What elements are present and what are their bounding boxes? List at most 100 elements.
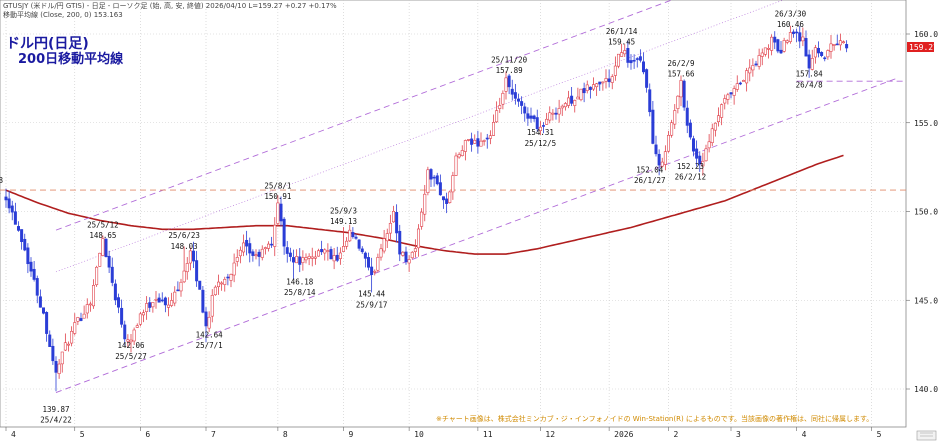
candle <box>651 100 655 145</box>
candle <box>788 25 792 44</box>
candle <box>726 92 730 105</box>
candle <box>123 320 127 346</box>
chart-title-line-2: 200日移動平均線 <box>18 51 124 67</box>
x-tick-label: 9 <box>349 430 354 439</box>
candle <box>566 90 570 109</box>
price-annotation: 25/11/20 <box>491 55 528 64</box>
x-tick-label: 2026 <box>614 430 633 439</box>
price-annotation: 25/8/14 <box>284 288 316 297</box>
candle <box>485 133 489 149</box>
candle <box>388 214 392 240</box>
candle <box>723 94 727 110</box>
candle <box>29 257 33 277</box>
price-annotation: 148.65 <box>89 231 116 240</box>
candle <box>98 252 102 267</box>
candle <box>195 250 199 287</box>
candle <box>382 229 386 254</box>
candle <box>117 293 121 314</box>
candle <box>332 247 336 270</box>
candle <box>663 145 667 171</box>
candle <box>223 276 227 292</box>
candle <box>595 82 599 96</box>
candle <box>63 333 67 352</box>
candle <box>295 249 299 264</box>
candle <box>282 217 286 255</box>
candle <box>754 60 758 67</box>
candle <box>335 246 339 263</box>
candle <box>798 25 802 49</box>
candle <box>466 139 470 142</box>
price-annotation: 25/8/1 <box>264 181 291 190</box>
candle <box>288 247 292 262</box>
price-annotation: 25/9/17 <box>356 300 388 309</box>
candle <box>829 35 833 59</box>
header-line-2: 移動平均線 (Close, 200, 0) 153.163 <box>3 10 123 19</box>
x-tick-label: 10 <box>414 430 424 439</box>
price-annotation: 149.13 <box>330 217 357 226</box>
candle <box>804 30 808 57</box>
candle <box>635 57 639 68</box>
candle <box>541 122 545 134</box>
last-price-label: 159.27 <box>909 43 938 52</box>
candle <box>713 122 717 137</box>
candle <box>404 246 408 265</box>
candle <box>810 49 814 71</box>
candle <box>495 101 499 123</box>
candle <box>298 248 302 273</box>
candle <box>426 166 430 196</box>
x-tick-label: 7 <box>211 430 216 439</box>
candle <box>826 49 830 60</box>
price-annotation: 151.21 <box>0 187 1 196</box>
y-tick-label: 150.0 <box>914 208 938 217</box>
candle <box>807 49 811 78</box>
candle <box>488 130 492 145</box>
candle <box>307 253 311 266</box>
candle <box>838 33 842 51</box>
price-annotation: 152.23 <box>677 162 704 171</box>
price-annotation: 159.45 <box>608 38 635 47</box>
candle <box>220 281 224 291</box>
candle <box>623 44 627 57</box>
candle <box>741 79 745 82</box>
candle <box>273 217 277 257</box>
price-annotation: 145.44 <box>358 290 386 299</box>
candle <box>88 301 92 312</box>
candle <box>163 296 167 313</box>
candle <box>551 109 555 121</box>
candle <box>357 239 361 251</box>
candle <box>395 204 399 243</box>
candle <box>498 97 502 113</box>
candle <box>379 243 383 261</box>
candle <box>748 59 752 82</box>
price-annotation: 142.06 <box>117 341 145 350</box>
candle <box>820 51 824 58</box>
candle <box>107 250 111 273</box>
candle <box>757 48 761 70</box>
candle <box>20 229 24 250</box>
candle <box>338 247 342 265</box>
candle <box>92 279 96 309</box>
candle <box>173 286 177 307</box>
candle <box>416 224 420 257</box>
price-annotation: 157.84 <box>796 70 824 79</box>
candle <box>16 221 20 232</box>
x-tick-label: 12 <box>545 430 555 439</box>
candle <box>751 58 755 77</box>
candle <box>429 168 433 188</box>
candle <box>363 251 367 268</box>
price-annotation: 25/5/27 <box>115 352 147 361</box>
candle <box>348 224 352 242</box>
candle <box>604 69 608 89</box>
candle <box>645 68 649 93</box>
chart-settings-widget[interactable] <box>916 430 937 441</box>
y-tick-label: 145.0 <box>914 296 938 305</box>
ma200-line <box>5 154 844 255</box>
candle <box>401 251 405 257</box>
x-tick-label: 5 <box>80 430 85 439</box>
candle <box>835 34 839 46</box>
candle <box>554 107 558 120</box>
candle <box>557 99 561 123</box>
candle <box>654 135 658 157</box>
y-tick-label: 160.0 <box>914 30 938 39</box>
